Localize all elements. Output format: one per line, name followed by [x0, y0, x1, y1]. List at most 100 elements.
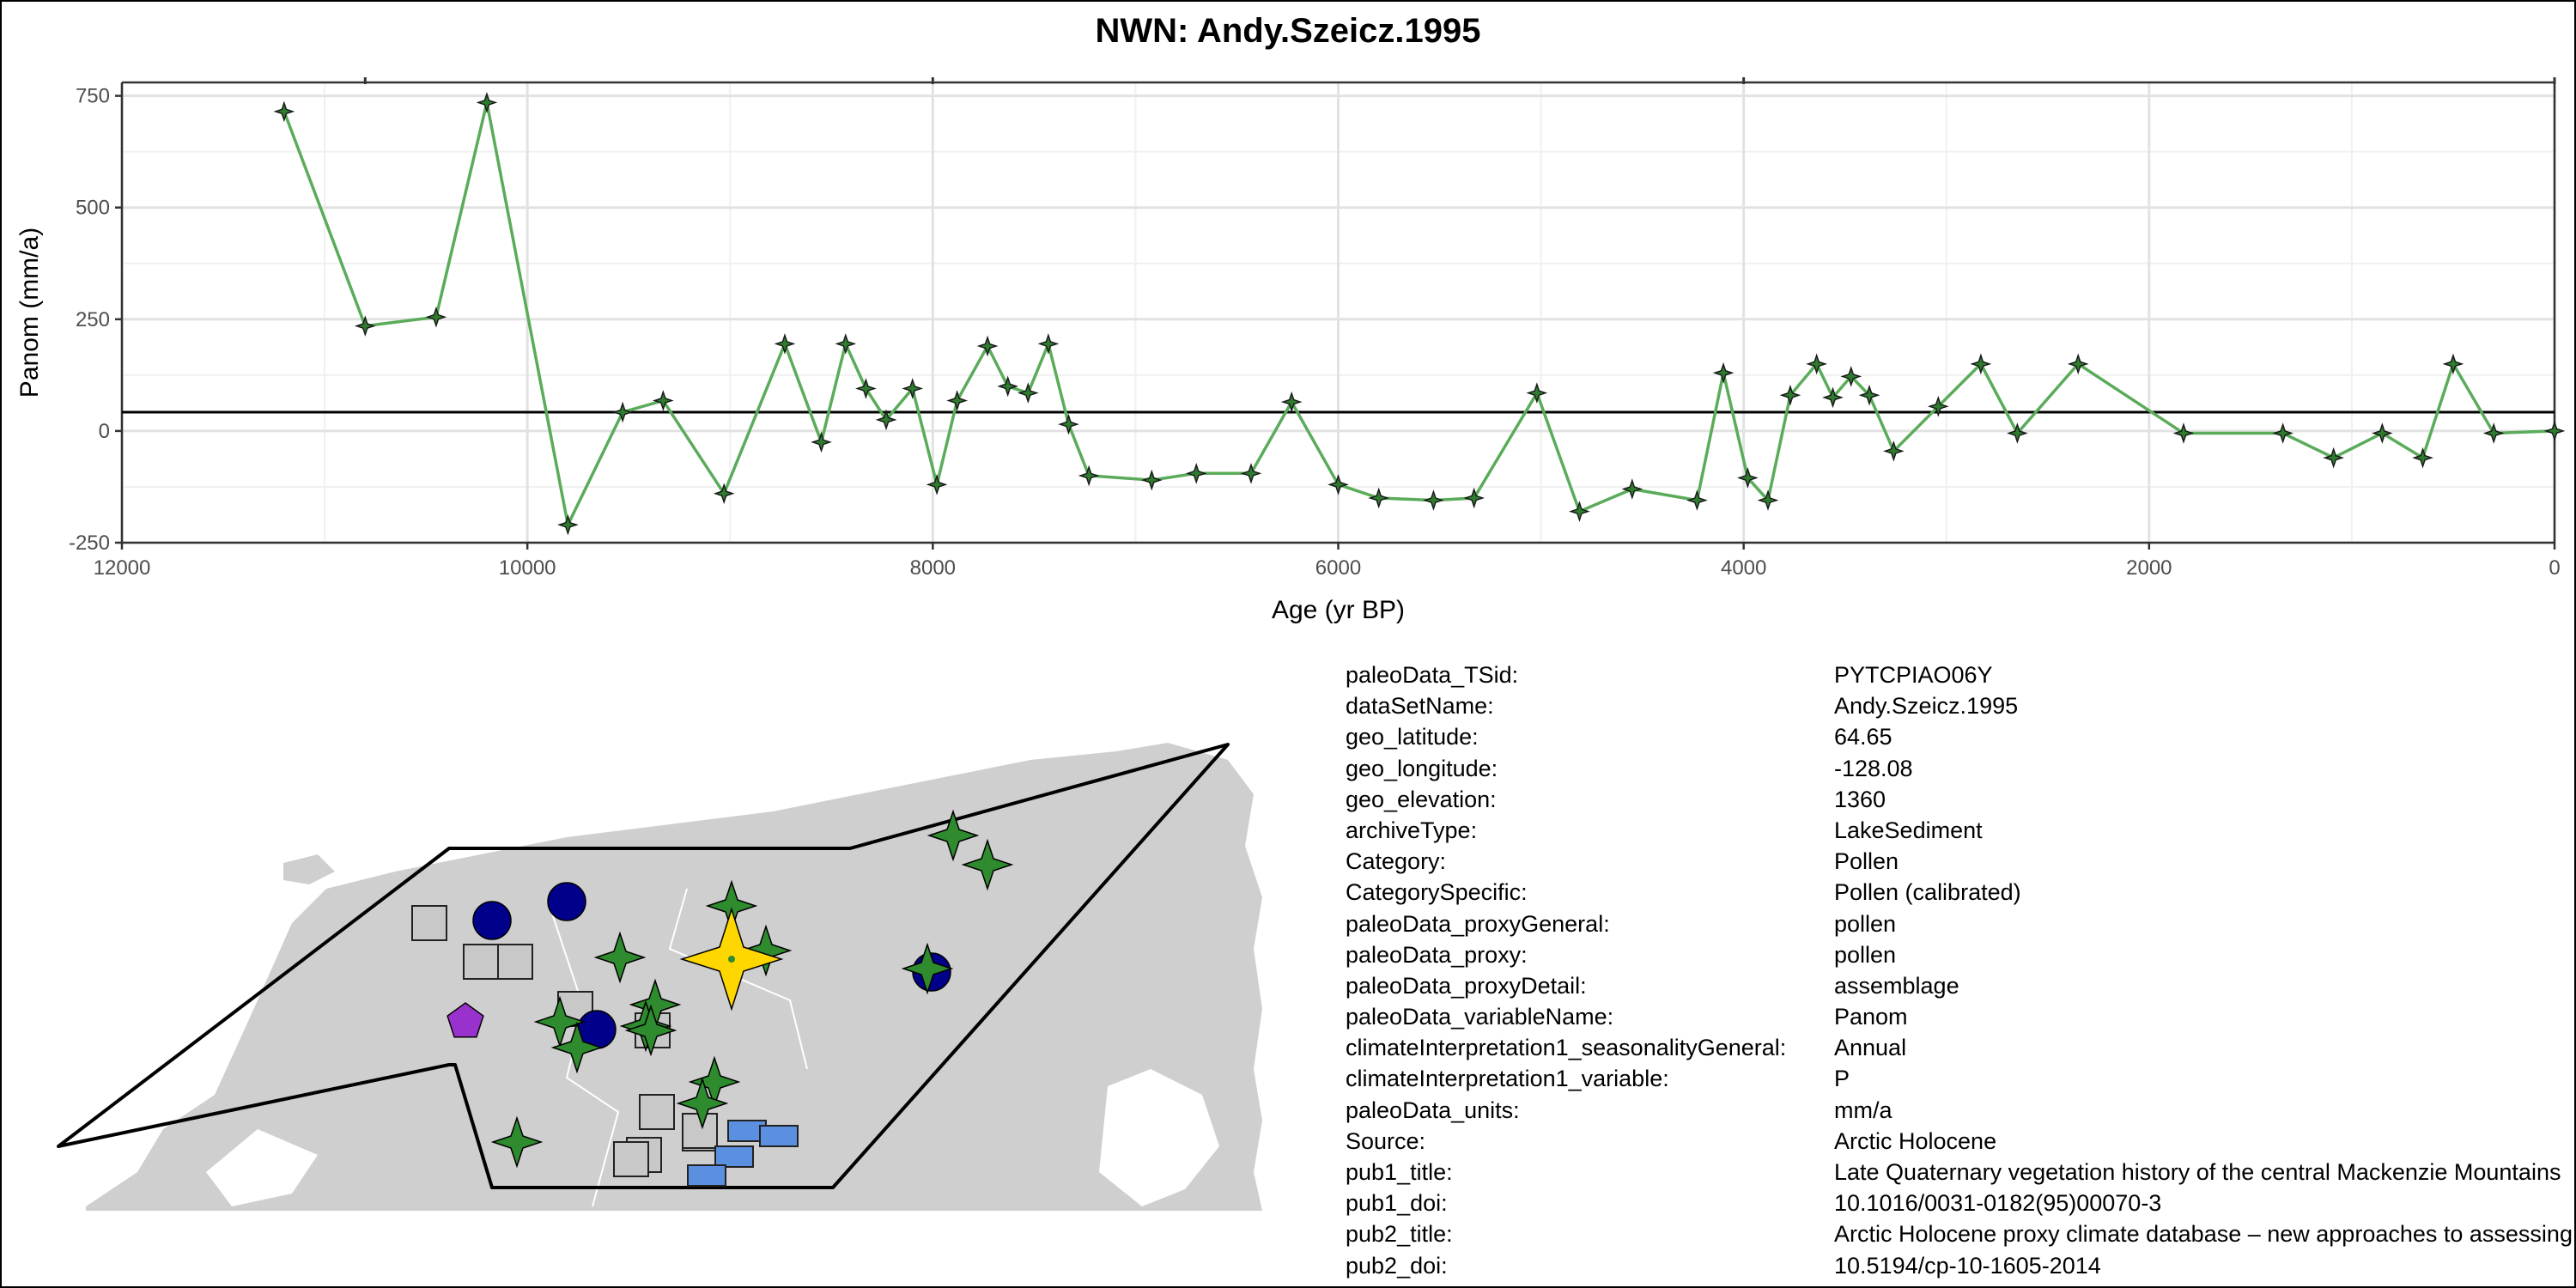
- x-tick-label: 4000: [1721, 556, 1766, 580]
- data-point: [425, 306, 447, 328]
- y-tick-label: 750: [76, 85, 110, 108]
- data-point: [774, 333, 796, 355]
- series: [122, 92, 2566, 536]
- metadata-key: pub1_doi:: [1346, 1190, 1448, 1217]
- data-point: [1686, 489, 1708, 511]
- land-mass-island: [987, 854, 1116, 975]
- metadata-key: pub2_title:: [1346, 1221, 1453, 1248]
- metadata-key: climateInterpretation1_variable:: [1346, 1066, 1669, 1092]
- line-chart: 12000 10000 8000 6000 4000 2000 0 -250 0 250 500 75…: [15, 77, 2566, 624]
- metadata-value: pollen: [1834, 910, 1897, 937]
- data-point: [1806, 353, 1828, 375]
- data-point: [811, 431, 832, 453]
- metadata-key: paleoData_proxyGeneral:: [1346, 910, 1610, 937]
- data-point: [713, 483, 735, 505]
- site-square: [497, 944, 533, 980]
- data-point: [2067, 353, 2089, 375]
- site-rect: [759, 1125, 799, 1147]
- data-point: [1882, 440, 1905, 462]
- x-tick-label: 12000: [94, 556, 151, 580]
- metadata-value: Arctic Holocene: [1834, 1127, 1997, 1154]
- metadata-row: geo_elevation: 1360: [1346, 784, 2573, 815]
- site-rect: [687, 1164, 726, 1187]
- data-point: [1858, 384, 1880, 406]
- metadata-value: mm/a: [1834, 1097, 1893, 1123]
- data-point: [2412, 447, 2433, 469]
- data-point: [2442, 353, 2464, 375]
- site-square: [639, 1094, 675, 1130]
- y-axis-title: Panom (mm/a): [15, 228, 44, 398]
- data-point: [2482, 422, 2505, 444]
- y-tick-label: 0: [99, 420, 110, 443]
- metadata-key: paleoData_proxy:: [1346, 941, 1528, 968]
- data-point: [1423, 489, 1444, 511]
- data-point: [1822, 386, 1844, 409]
- region-outline: [57, 743, 1230, 1189]
- y-tick-label: -250: [69, 532, 110, 555]
- data-point: [1779, 384, 1801, 406]
- metadata-value: PYTCPIAO06Y: [1834, 662, 1993, 688]
- metadata-value: Annual: [1834, 1035, 1907, 1061]
- metadata-value: 10.1016/0031-0182(95)00070-3: [1834, 1190, 2162, 1217]
- data-point: [1840, 366, 1862, 387]
- site-star: [490, 1115, 544, 1169]
- metadata-key: CategorySpecific:: [1346, 879, 1528, 906]
- site-star: [739, 924, 793, 977]
- metadata-row: Source: Arctic Holocene: [1346, 1126, 2573, 1157]
- x-tick-label: 0: [2549, 556, 2560, 580]
- metadata-row: paleoData_proxy: pollen: [1346, 939, 2573, 970]
- site-square: [613, 1141, 649, 1177]
- metadata-row: paleoData_variableName: Panom: [1346, 1001, 2573, 1032]
- metadata-value: Late Quaternary vegetation history of th…: [1834, 1159, 2561, 1185]
- land-mass-island: [1099, 957, 1194, 1052]
- metadata-key: paleoData_TSid:: [1346, 662, 1519, 688]
- metadata-value: Panom: [1834, 1004, 1908, 1030]
- site-star: [901, 942, 954, 995]
- site-circle: [547, 882, 586, 921]
- x-tick-label: 10000: [499, 556, 556, 580]
- y-tick-label: 500: [76, 197, 110, 220]
- data-point: [902, 378, 924, 399]
- data-point: [1970, 353, 1992, 375]
- x-tick-label: 8000: [910, 556, 956, 580]
- metadata-row: Category: Pollen: [1346, 846, 2573, 877]
- metadata-row: paleoData_TSid: PYTCPIAO06Y: [1346, 659, 2573, 690]
- land-mass-island: [283, 854, 335, 884]
- data-point: [273, 100, 295, 123]
- data-point: [1140, 469, 1163, 491]
- land-mass-main: [86, 743, 1262, 1211]
- site-map: [57, 743, 1262, 1211]
- metadata-row: pub1_title: Late Quaternary vegetation hi…: [1346, 1157, 2573, 1188]
- site-square: [463, 944, 499, 980]
- metadata-key: Category:: [1346, 848, 1447, 875]
- data-point: [2172, 422, 2195, 444]
- data-point: [1327, 473, 1349, 495]
- metadata-row: archiveType: LakeSediment: [1346, 815, 2573, 846]
- metadata-value: 1360: [1834, 786, 1886, 812]
- data-point: [1185, 462, 1207, 484]
- site-star: [550, 1021, 604, 1074]
- data-point: [926, 473, 948, 495]
- site-square: [411, 905, 447, 941]
- data-point: [2272, 422, 2294, 444]
- site-star: [624, 1004, 677, 1057]
- data-point: [1526, 382, 1548, 404]
- metadata-key: geo_latitude:: [1346, 724, 1479, 750]
- metadata-row: pub2_doi: 10.5194/cp-10-1605-2014: [1346, 1250, 2573, 1281]
- metadata-value: P: [1834, 1066, 1850, 1092]
- metadata-key: geo_longitude:: [1346, 755, 1498, 781]
- x-tick-label: 6000: [1315, 556, 1361, 580]
- data-point: [557, 513, 579, 536]
- site-star: [961, 838, 1014, 891]
- grid: [120, 82, 2556, 544]
- metadata-row: CategorySpecific: Pollen (calibrated): [1346, 877, 2573, 908]
- metadata-row: climateInterpretation1_variable: P: [1346, 1063, 2573, 1094]
- chart-title: NWN: Andy.Szeicz.1995: [1095, 12, 1481, 50]
- data-point: [2323, 447, 2345, 469]
- metadata-key: Source:: [1346, 1127, 1426, 1154]
- metadata-key: geo_elevation:: [1346, 786, 1497, 812]
- data-point: [476, 92, 498, 113]
- metadata-key: paleoData_proxyDetail:: [1346, 972, 1587, 999]
- metadata-row: geo_latitude: 64.65: [1346, 721, 2573, 752]
- data-point: [1017, 382, 1039, 404]
